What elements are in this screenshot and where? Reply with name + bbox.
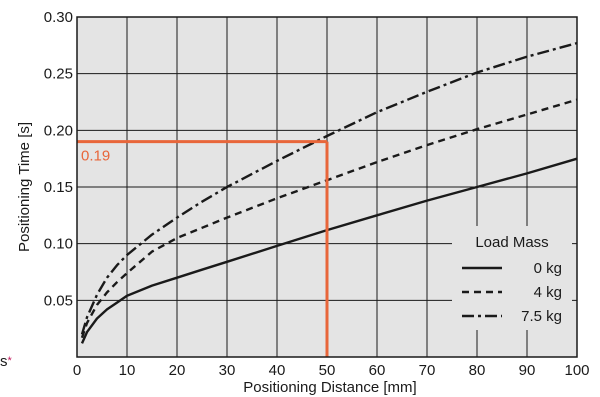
annotation: 0.19 <box>77 140 329 357</box>
x-tick-label: 100 <box>564 362 589 379</box>
corner-asterisk: * <box>8 355 13 367</box>
x-tick-label: 10 <box>119 362 136 379</box>
x-tick-label: 70 <box>419 362 436 379</box>
x-tick-label: 0 <box>73 362 81 379</box>
legend-title: Load Mass <box>475 234 548 251</box>
y-tick-label: 0.30 <box>44 9 73 26</box>
series-lines <box>80 41 578 344</box>
y-tick-label: 0.05 <box>44 292 73 309</box>
legend-label: 4 kg <box>534 284 562 301</box>
legend-box <box>452 226 572 330</box>
corner-label: s* <box>0 353 13 370</box>
y-tick-label: 0.20 <box>44 122 73 139</box>
legend-label: 7.5 kg <box>521 308 562 325</box>
x-tick-label: 60 <box>369 362 386 379</box>
x-tick-label: 40 <box>269 362 286 379</box>
x-tick-label: 50 <box>319 362 336 379</box>
x-tick-label: 20 <box>169 362 186 379</box>
tick-labels: 0 10 20 30 40 50 60 70 80 90 100 0.05 0.10 0.15 0.20 0.… <box>44 9 590 379</box>
y-tick-label: 0.10 <box>44 236 73 253</box>
corner-label-text: s <box>0 353 8 370</box>
x-axis-title: Positioning Distance [mm] <box>243 379 416 396</box>
y-tick-label: 0.15 <box>44 179 73 196</box>
series-line <box>80 157 578 344</box>
y-axis-title: Positioning Time [s] <box>16 122 33 252</box>
x-tick-label: 80 <box>469 362 486 379</box>
y-tick-label: 0.25 <box>44 66 73 83</box>
series-line <box>80 98 578 339</box>
series-line <box>80 41 578 335</box>
x-tick-label: 30 <box>219 362 236 379</box>
legend-label: 0 kg <box>534 260 562 277</box>
legend: Load Mass 0 kg 4 kg 7.5 kg <box>452 226 572 330</box>
plot-frame <box>76 16 578 358</box>
annotation-label: 0.19 <box>81 148 110 165</box>
x-tick-label: 90 <box>519 362 536 379</box>
